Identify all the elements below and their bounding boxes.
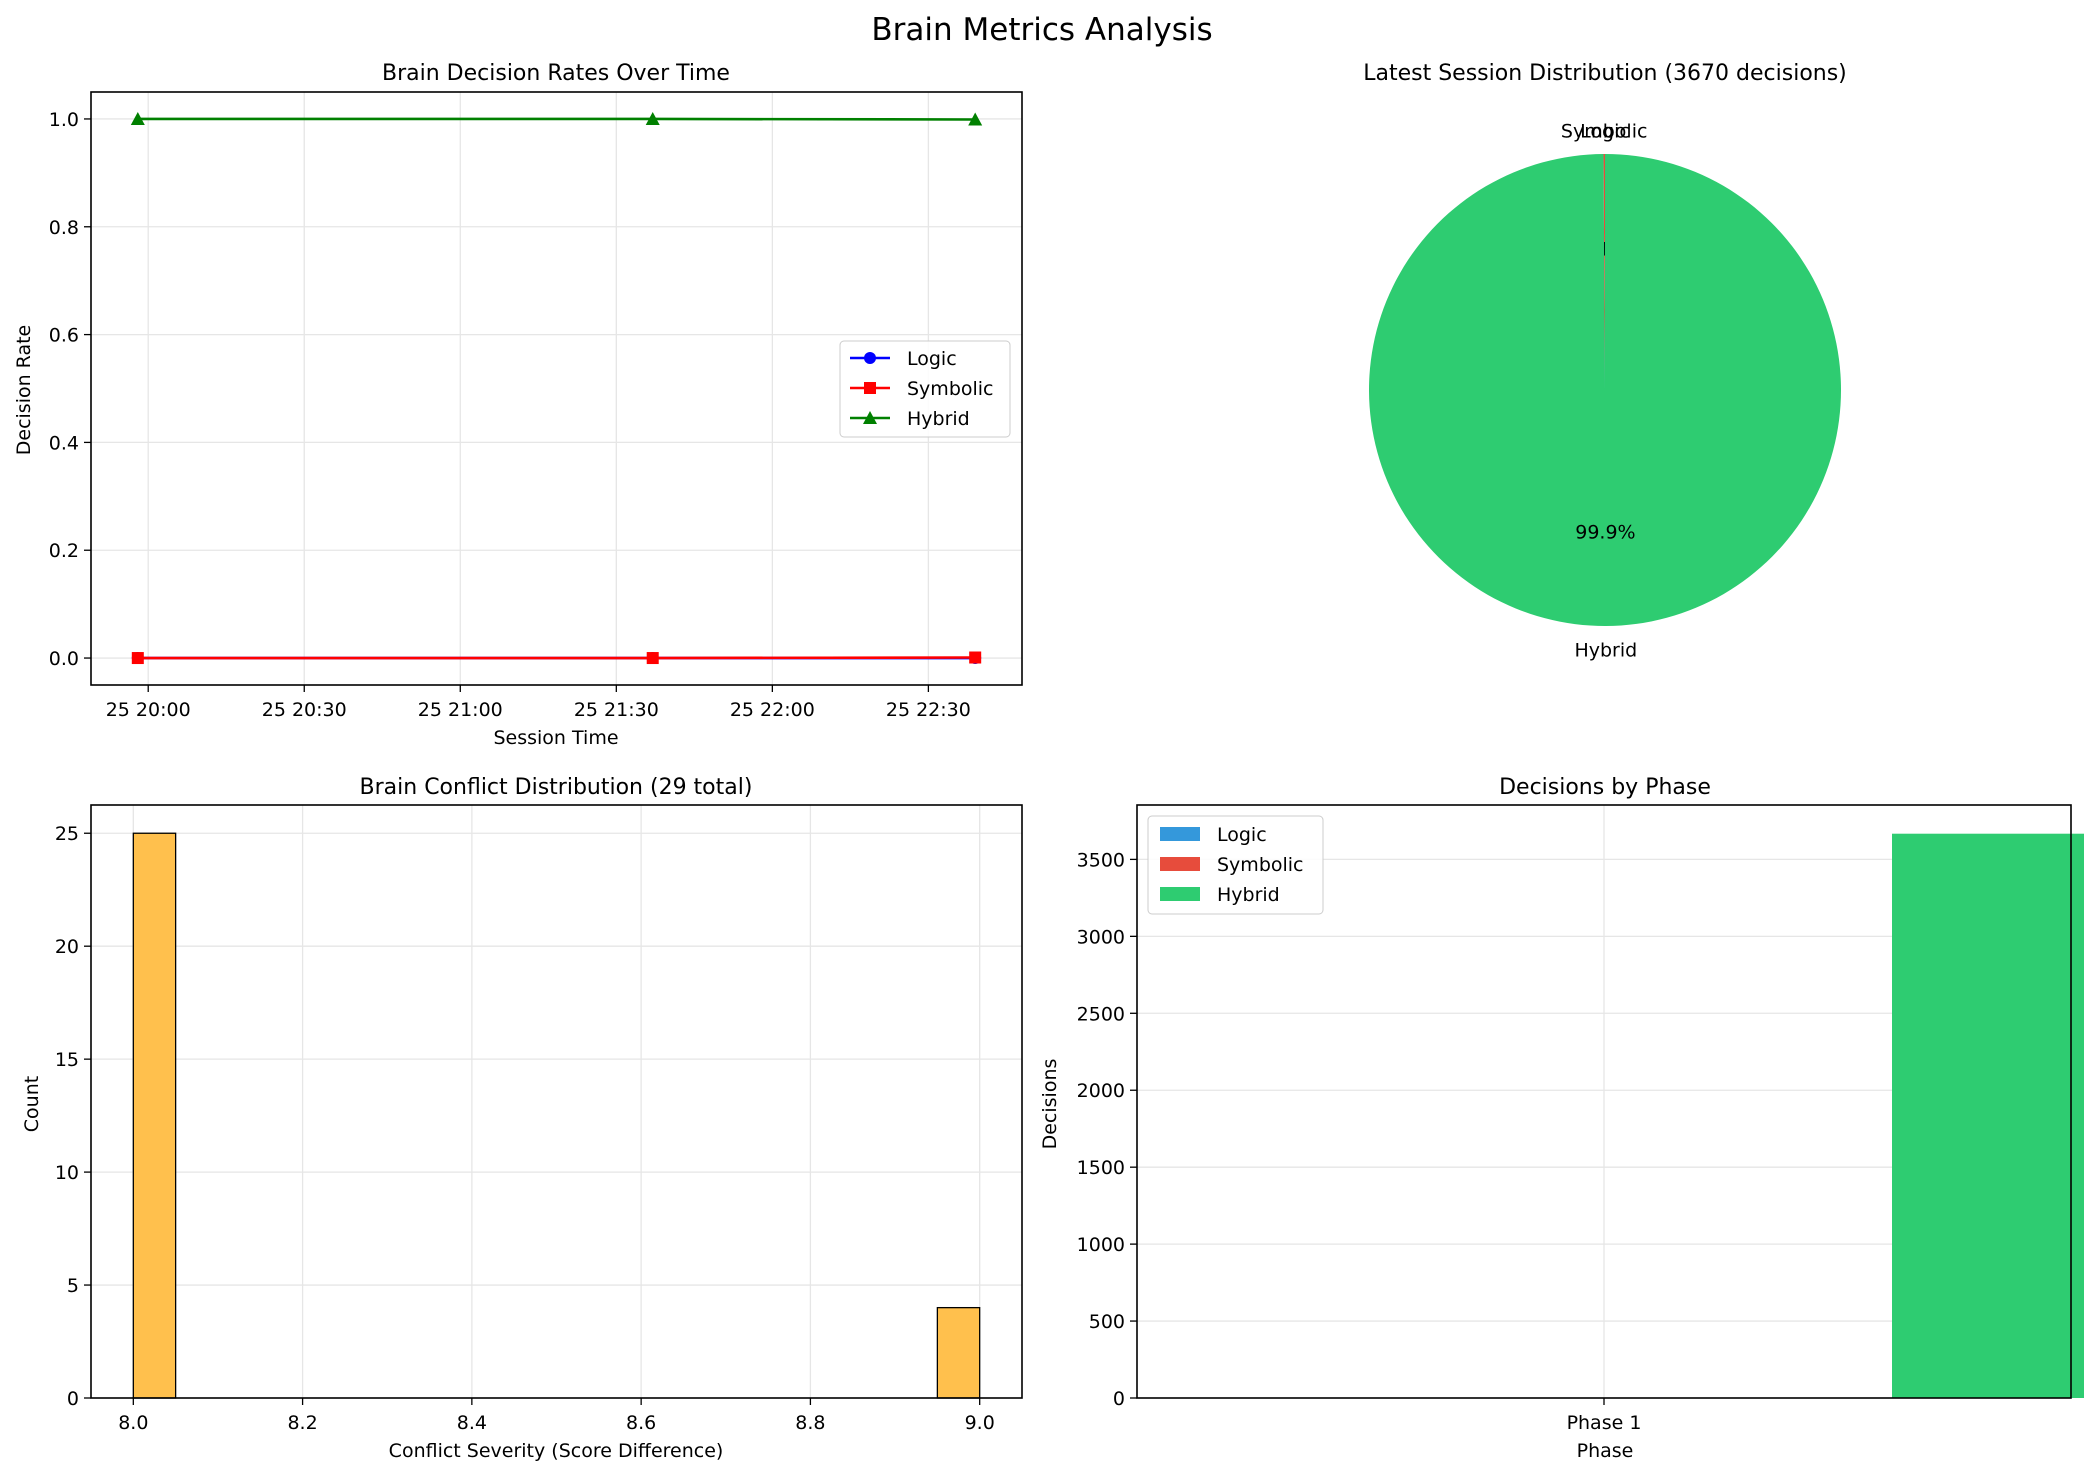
y-tick-label: 20 <box>55 936 79 958</box>
phase-bars <box>1604 833 2084 1398</box>
decision-rates-xlabel: Session Time <box>493 727 618 749</box>
decision-rates-panel: Brain Decision Rates Over Time Session T… <box>13 61 1023 749</box>
y-tick-label: 3500 <box>1077 849 1125 871</box>
phase-ticks: Phase 1 0 500 1000 1500 2000 2500 3000 3500 <box>1077 849 1642 1434</box>
symbolic-point <box>131 652 144 665</box>
conflict-distribution-bars <box>132 832 981 1399</box>
legend-symbolic-label: Symbolic <box>1217 854 1304 876</box>
legend-hybrid-swatch <box>1160 887 1200 901</box>
conflict-distribution-axes <box>90 804 1023 1399</box>
phase-panel: Decisions by Phase Phase Decisions Phase… <box>1039 775 2084 1462</box>
symbolic-point <box>969 651 982 664</box>
legend-hybrid-marker <box>863 411 877 424</box>
decision-rates-series <box>130 111 983 665</box>
symbolic-point <box>646 652 659 665</box>
decision-rates-title: Brain Decision Rates Over Time <box>382 61 730 86</box>
y-tick-label: 2000 <box>1077 1080 1125 1102</box>
session-distribution-panel: Latest Session Distribution (3670 decisi… <box>1363 61 1847 662</box>
figure-title: Brain Metrics Analysis <box>871 12 1212 48</box>
decision-rates-legend: Logic Symbolic Hybrid <box>839 340 1011 438</box>
hybrid-point <box>645 111 660 125</box>
legend-hybrid-label: Hybrid <box>1217 884 1280 906</box>
y-tick-label: 10 <box>55 1162 79 1184</box>
phase-xlabel: Phase <box>1577 1440 1634 1462</box>
legend-symbolic-swatch <box>1160 857 1200 871</box>
y-tick-label: 0.2 <box>49 540 79 562</box>
pie-label-symbolic: Symbolic <box>1561 120 1648 142</box>
phase-legend: Logic Symbolic Hybrid <box>1147 815 1324 915</box>
y-tick-label: 0.4 <box>49 432 79 454</box>
pie-slice-symbolic <box>1603 154 1605 390</box>
x-tick-label: 25 22:30 <box>886 699 971 721</box>
y-tick-label: 2500 <box>1077 1003 1125 1025</box>
y-tick-label: 0.0 <box>49 648 79 670</box>
x-tick-label: 25 21:30 <box>574 699 659 721</box>
histogram-bar <box>936 1306 981 1399</box>
phase-title: Decisions by Phase <box>1499 775 1711 800</box>
x-tick-label: 25 22:00 <box>730 699 815 721</box>
conflict-distribution-title: Brain Conflict Distribution (29 total) <box>360 775 753 800</box>
x-tick-label: Phase 1 <box>1567 1412 1642 1434</box>
legend-symbolic-label: Symbolic <box>907 378 994 400</box>
x-tick-label: 9.0 <box>965 1412 995 1434</box>
session-distribution-title: Latest Session Distribution (3670 decisi… <box>1363 61 1847 86</box>
y-tick-label: 0.6 <box>49 325 79 347</box>
hybrid-point <box>130 111 145 125</box>
pie-pct-hybrid: 99.9% <box>1575 522 1635 544</box>
y-tick-label: 500 <box>1089 1311 1125 1333</box>
x-tick-label: 8.2 <box>287 1412 317 1434</box>
legend-hybrid-label: Hybrid <box>907 408 970 430</box>
decision-rates-ticks: 25 20:00 25 20:30 25 21:00 25 21:30 25 22:00… <box>49 109 971 721</box>
legend-symbolic-marker <box>864 382 876 394</box>
x-tick-label: 8.6 <box>626 1412 656 1434</box>
x-tick-label: 8.0 <box>118 1412 148 1434</box>
histogram-bar <box>132 832 177 1399</box>
symbolic-line <box>137 656 976 660</box>
legend-logic-swatch <box>1160 827 1200 841</box>
legend-box <box>839 340 1011 438</box>
conflict-distribution-grid <box>91 805 1022 1399</box>
y-tick-label: 0.8 <box>49 217 79 239</box>
pie-slice-hybrid <box>1368 154 1841 626</box>
hybrid-point <box>968 112 983 126</box>
conflict-distribution-ticks: 8.0 8.2 8.4 8.6 8.8 9.0 0 5 10 15 20 25 <box>55 823 995 1434</box>
phase-ylabel: Decisions <box>1039 1059 1061 1150</box>
x-tick-label: 8.4 <box>457 1412 487 1434</box>
y-tick-label: 1.0 <box>49 109 79 131</box>
x-tick-label: 25 21:00 <box>418 699 503 721</box>
legend-logic-label: Logic <box>907 348 957 370</box>
conflict-distribution-xlabel: Conflict Severity (Score Difference) <box>389 1440 724 1462</box>
decision-rates-axes <box>90 91 1023 686</box>
pie-label-logic: Logic <box>1580 120 1630 142</box>
y-tick-label: 25 <box>55 823 79 845</box>
y-tick-label: 1500 <box>1077 1157 1125 1179</box>
y-tick-label: 15 <box>55 1049 79 1071</box>
conflict-distribution-panel: Brain Conflict Distribution (29 total) C… <box>21 775 1023 1462</box>
decision-rates-ylabel: Decision Rate <box>13 325 35 456</box>
pie-label-hybrid: Hybrid <box>1574 640 1637 662</box>
x-tick-label: 8.8 <box>795 1412 825 1434</box>
hybrid-bar <box>1892 833 2084 1398</box>
y-tick-label: 1000 <box>1077 1234 1125 1256</box>
y-tick-label: 5 <box>67 1275 79 1297</box>
x-tick-label: 25 20:30 <box>262 699 347 721</box>
conflict-distribution-ylabel: Count <box>21 1076 43 1132</box>
y-tick-label: 0 <box>67 1388 79 1410</box>
y-tick-label: 0 <box>1113 1388 1125 1410</box>
hybrid-line <box>137 117 976 121</box>
y-tick-label: 3000 <box>1077 926 1125 948</box>
legend-logic-marker <box>864 352 876 364</box>
legend-logic-label: Logic <box>1217 824 1267 846</box>
x-tick-label: 25 20:00 <box>106 699 191 721</box>
